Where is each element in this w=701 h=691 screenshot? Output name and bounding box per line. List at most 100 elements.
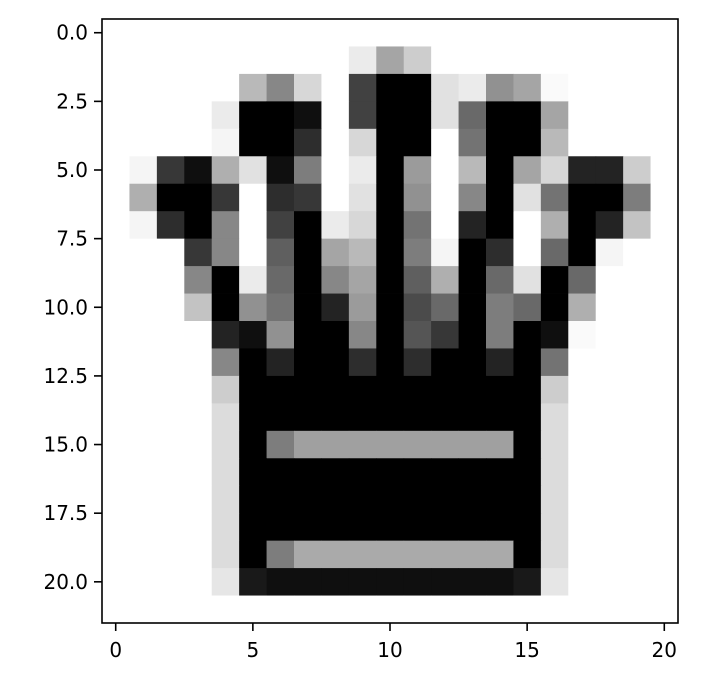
heatmap-cell xyxy=(211,430,240,459)
heatmap-cell xyxy=(486,485,514,514)
heatmap-cell xyxy=(211,211,240,240)
heatmap-cell xyxy=(102,568,130,596)
heatmap-cell xyxy=(348,293,377,322)
heatmap-cell xyxy=(129,266,158,294)
y-tick-label: 20.0 xyxy=(43,570,88,594)
heatmap-cell xyxy=(458,238,487,267)
heatmap-cell xyxy=(239,595,267,624)
heatmap-cell xyxy=(156,595,185,624)
heatmap-cell xyxy=(431,348,459,377)
heatmap-cell xyxy=(348,156,377,185)
heatmap-cell xyxy=(266,540,295,569)
heatmap-cell xyxy=(156,19,185,47)
heatmap-cell xyxy=(294,375,322,404)
heatmap-cell xyxy=(129,348,158,377)
heatmap-cell xyxy=(184,485,213,514)
heatmap-cell xyxy=(211,101,240,130)
heatmap-cell xyxy=(650,485,679,514)
heatmap-cell xyxy=(431,458,459,487)
heatmap-cell xyxy=(348,430,377,459)
heatmap-cell xyxy=(458,211,487,240)
heatmap-cell xyxy=(376,513,405,542)
heatmap-cell xyxy=(211,128,240,157)
heatmap-cell xyxy=(486,540,514,569)
heatmap-cell xyxy=(321,595,350,624)
heatmap-cell xyxy=(321,321,350,349)
heatmap-cell xyxy=(431,46,459,75)
heatmap-cell xyxy=(595,348,624,377)
heatmap-cell xyxy=(156,101,185,130)
heatmap-cell xyxy=(266,458,295,487)
heatmap-cell xyxy=(102,128,130,157)
heatmap-cell xyxy=(486,458,514,487)
heatmap-cell xyxy=(156,128,185,157)
heatmap-cell xyxy=(294,540,322,569)
heatmap-cell xyxy=(294,156,322,185)
heatmap-cell xyxy=(211,46,240,75)
heatmap-cell xyxy=(129,568,158,596)
heatmap-cell xyxy=(403,183,432,212)
heatmap-cell xyxy=(403,266,432,294)
heatmap-cell xyxy=(540,568,569,596)
heatmap-cell xyxy=(376,458,405,487)
heatmap-cell xyxy=(568,568,597,596)
heatmap-cell xyxy=(321,568,350,596)
heatmap-cell xyxy=(102,485,130,514)
heatmap-cell xyxy=(129,485,158,514)
heatmap-cell xyxy=(623,430,651,459)
heatmap-cell xyxy=(458,540,487,569)
heatmap-cell xyxy=(211,513,240,542)
heatmap-cell xyxy=(294,595,322,624)
heatmap-cell xyxy=(486,403,514,432)
heatmap-cell xyxy=(266,128,295,157)
x-tick-label: 5 xyxy=(246,638,259,662)
heatmap-cell xyxy=(129,321,158,349)
heatmap-cell xyxy=(568,19,597,47)
heatmap-cell xyxy=(650,321,679,349)
heatmap-cell xyxy=(239,540,267,569)
heatmap-cell xyxy=(595,485,624,514)
heatmap-cell xyxy=(294,266,322,294)
heatmap-cell xyxy=(540,46,569,75)
heatmap-cell xyxy=(595,458,624,487)
heatmap-cell xyxy=(458,19,487,47)
heatmap-cell xyxy=(184,430,213,459)
heatmap-cell xyxy=(184,19,213,47)
heatmap-cell xyxy=(486,430,514,459)
heatmap-cell xyxy=(623,375,651,404)
heatmap-cell xyxy=(239,46,267,75)
heatmap-cell xyxy=(458,595,487,624)
heatmap-cell xyxy=(321,238,350,267)
heatmap-cell xyxy=(266,568,295,596)
heatmap-cell xyxy=(568,293,597,322)
heatmap-cell xyxy=(403,430,432,459)
heatmap-cell xyxy=(102,595,130,624)
heatmap-cell xyxy=(211,458,240,487)
heatmap-cell xyxy=(321,485,350,514)
heatmap-cell xyxy=(321,540,350,569)
heatmap-cell xyxy=(102,375,130,404)
heatmap-cell xyxy=(239,183,267,212)
heatmap-cell xyxy=(458,403,487,432)
heatmap-cell xyxy=(431,266,459,294)
heatmap-cell xyxy=(458,293,487,322)
heatmap-cell xyxy=(211,73,240,102)
heatmap-cell xyxy=(568,266,597,294)
heatmap-cell xyxy=(540,595,569,624)
heatmap-cell xyxy=(266,430,295,459)
heatmap-cell xyxy=(211,375,240,404)
heatmap-cell xyxy=(294,568,322,596)
heatmap-cell xyxy=(294,430,322,459)
heatmap-cell xyxy=(266,321,295,349)
heatmap-cell xyxy=(540,485,569,514)
heatmap-cell xyxy=(376,568,405,596)
heatmap-cell xyxy=(266,513,295,542)
heatmap-cell xyxy=(540,211,569,240)
heatmap-cell xyxy=(156,266,185,294)
heatmap-cell xyxy=(348,211,377,240)
heatmap-cell xyxy=(595,156,624,185)
heatmap-cell xyxy=(595,128,624,157)
heatmap-cell xyxy=(486,293,514,322)
heatmap-cell xyxy=(211,321,240,349)
heatmap-cell xyxy=(431,568,459,596)
